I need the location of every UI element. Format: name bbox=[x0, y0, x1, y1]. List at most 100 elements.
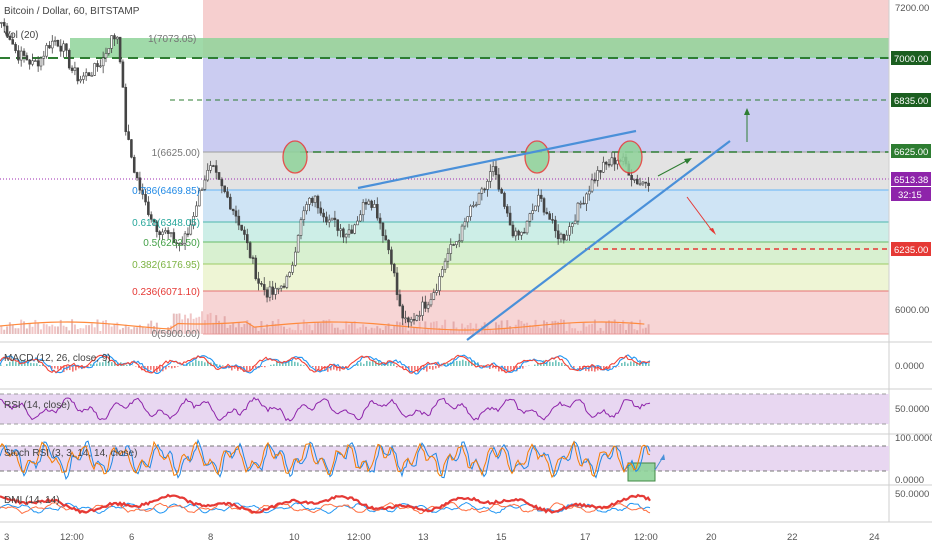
candle-body bbox=[446, 253, 450, 262]
macd-histogram-bar bbox=[612, 366, 614, 367]
time-label-9: 12:00 bbox=[634, 532, 658, 543]
candle-body bbox=[319, 207, 323, 214]
macd-histogram-bar bbox=[429, 366, 431, 370]
macd-histogram-bar bbox=[279, 362, 281, 366]
volume-bar bbox=[531, 325, 534, 334]
volume-bar bbox=[223, 316, 226, 334]
volume-bar bbox=[627, 324, 630, 334]
macd-histogram-bar bbox=[255, 366, 257, 369]
volume-bar bbox=[571, 328, 574, 334]
volume-bar bbox=[596, 330, 599, 334]
macd-histogram-bar bbox=[396, 366, 398, 368]
label-7000: 7000.00 bbox=[894, 54, 928, 65]
candle-body bbox=[67, 50, 71, 69]
volume-bar bbox=[576, 330, 579, 334]
candle-body bbox=[489, 171, 492, 182]
volume-bar bbox=[39, 329, 42, 334]
candle-body bbox=[522, 231, 526, 234]
macd-histogram-bar bbox=[198, 360, 200, 366]
fib-labels: 1(6625.00) 0.786(6469.85) 0.618(6348.05)… bbox=[132, 34, 200, 340]
candle-body bbox=[45, 45, 48, 57]
macd-histogram-bar bbox=[636, 362, 638, 366]
candle-body bbox=[31, 60, 34, 65]
macd-histogram-bar bbox=[327, 366, 329, 372]
macd-histogram-bar bbox=[324, 366, 326, 371]
candle-body bbox=[392, 263, 396, 274]
volume-bar bbox=[574, 328, 577, 334]
volume-bar bbox=[65, 326, 68, 334]
volume-bar bbox=[96, 319, 99, 334]
volume-bar bbox=[45, 324, 48, 334]
volume-bar bbox=[540, 328, 543, 334]
volume-bar bbox=[393, 326, 396, 334]
candle-body bbox=[101, 57, 105, 67]
macd-histogram-bar bbox=[291, 360, 293, 366]
time-axis[interactable]: 3 12:00 6 8 10 12:00 13 15 17 12:00 20 2… bbox=[4, 532, 880, 543]
volume-bar bbox=[410, 326, 413, 334]
volume-bar bbox=[639, 319, 642, 334]
volume-bar bbox=[568, 323, 571, 334]
volume-bar bbox=[526, 322, 529, 334]
macd-histogram-bar bbox=[537, 362, 539, 366]
volume-bar bbox=[56, 326, 59, 334]
volume-label: Vol (20) bbox=[4, 30, 38, 41]
macd-histogram-bar bbox=[105, 360, 107, 366]
macd-histogram-bar bbox=[312, 366, 314, 367]
macd-histogram-bar bbox=[207, 360, 209, 366]
candle-body bbox=[339, 228, 342, 231]
candle-body bbox=[11, 39, 15, 45]
macd-histogram-bar bbox=[147, 366, 149, 372]
macd-histogram-bar bbox=[495, 366, 497, 369]
candle-body bbox=[257, 278, 260, 284]
macd-histogram-bar bbox=[465, 360, 467, 366]
fib-label-0236: 0.236(6071.10) bbox=[132, 287, 200, 298]
candle-body bbox=[381, 222, 385, 236]
candle-body bbox=[231, 208, 235, 212]
price-axis[interactable]: 7200.00 6000.00 7000.00 6835.00 6625.00 … bbox=[891, 3, 932, 500]
candle-body bbox=[364, 202, 368, 205]
volume-bar bbox=[119, 329, 122, 334]
volume-bar bbox=[226, 327, 229, 334]
candle-body bbox=[435, 290, 438, 293]
top-marker-3 bbox=[617, 140, 643, 174]
candle-body bbox=[308, 197, 311, 205]
volume-bar bbox=[48, 326, 51, 334]
candle-body bbox=[330, 217, 334, 221]
candle-body bbox=[271, 286, 275, 295]
candle-body bbox=[520, 231, 523, 236]
volume-bar bbox=[559, 319, 562, 334]
macd-histogram-bar bbox=[72, 366, 74, 372]
candle-body bbox=[412, 319, 416, 321]
macd-histogram-bar bbox=[87, 366, 89, 368]
volume-bar bbox=[116, 322, 119, 334]
macd-histogram-bar bbox=[594, 366, 596, 372]
volume-bar bbox=[25, 328, 28, 334]
candle-body bbox=[426, 304, 430, 309]
stoch-d-line bbox=[0, 440, 651, 479]
candle-body bbox=[469, 205, 472, 217]
candle-body bbox=[127, 131, 130, 140]
candle-body bbox=[353, 224, 356, 234]
time-label-0: 3 bbox=[4, 532, 9, 543]
macd-histogram-bar bbox=[231, 366, 233, 371]
candle-body bbox=[548, 213, 551, 220]
volume-bar bbox=[342, 329, 345, 334]
macd-histogram-bar bbox=[75, 366, 77, 371]
candle-body bbox=[511, 224, 515, 237]
time-label-12: 24 bbox=[869, 532, 880, 543]
volume-bar bbox=[415, 327, 418, 334]
volume-bar bbox=[492, 330, 495, 334]
candle-body bbox=[514, 230, 518, 237]
candle-body bbox=[285, 276, 289, 288]
candle-body bbox=[161, 231, 164, 235]
candle-body bbox=[262, 284, 266, 291]
dmi-axis: 50.0000 bbox=[895, 489, 929, 500]
rsi-pane bbox=[0, 396, 651, 422]
candle-body bbox=[291, 264, 294, 273]
candle-body bbox=[449, 244, 453, 254]
macd-label: MACD (12, 26, close, 9) bbox=[4, 353, 111, 364]
volume-bar bbox=[184, 314, 187, 334]
time-label-4: 10 bbox=[289, 532, 300, 543]
macd-histogram-bar bbox=[96, 363, 98, 366]
